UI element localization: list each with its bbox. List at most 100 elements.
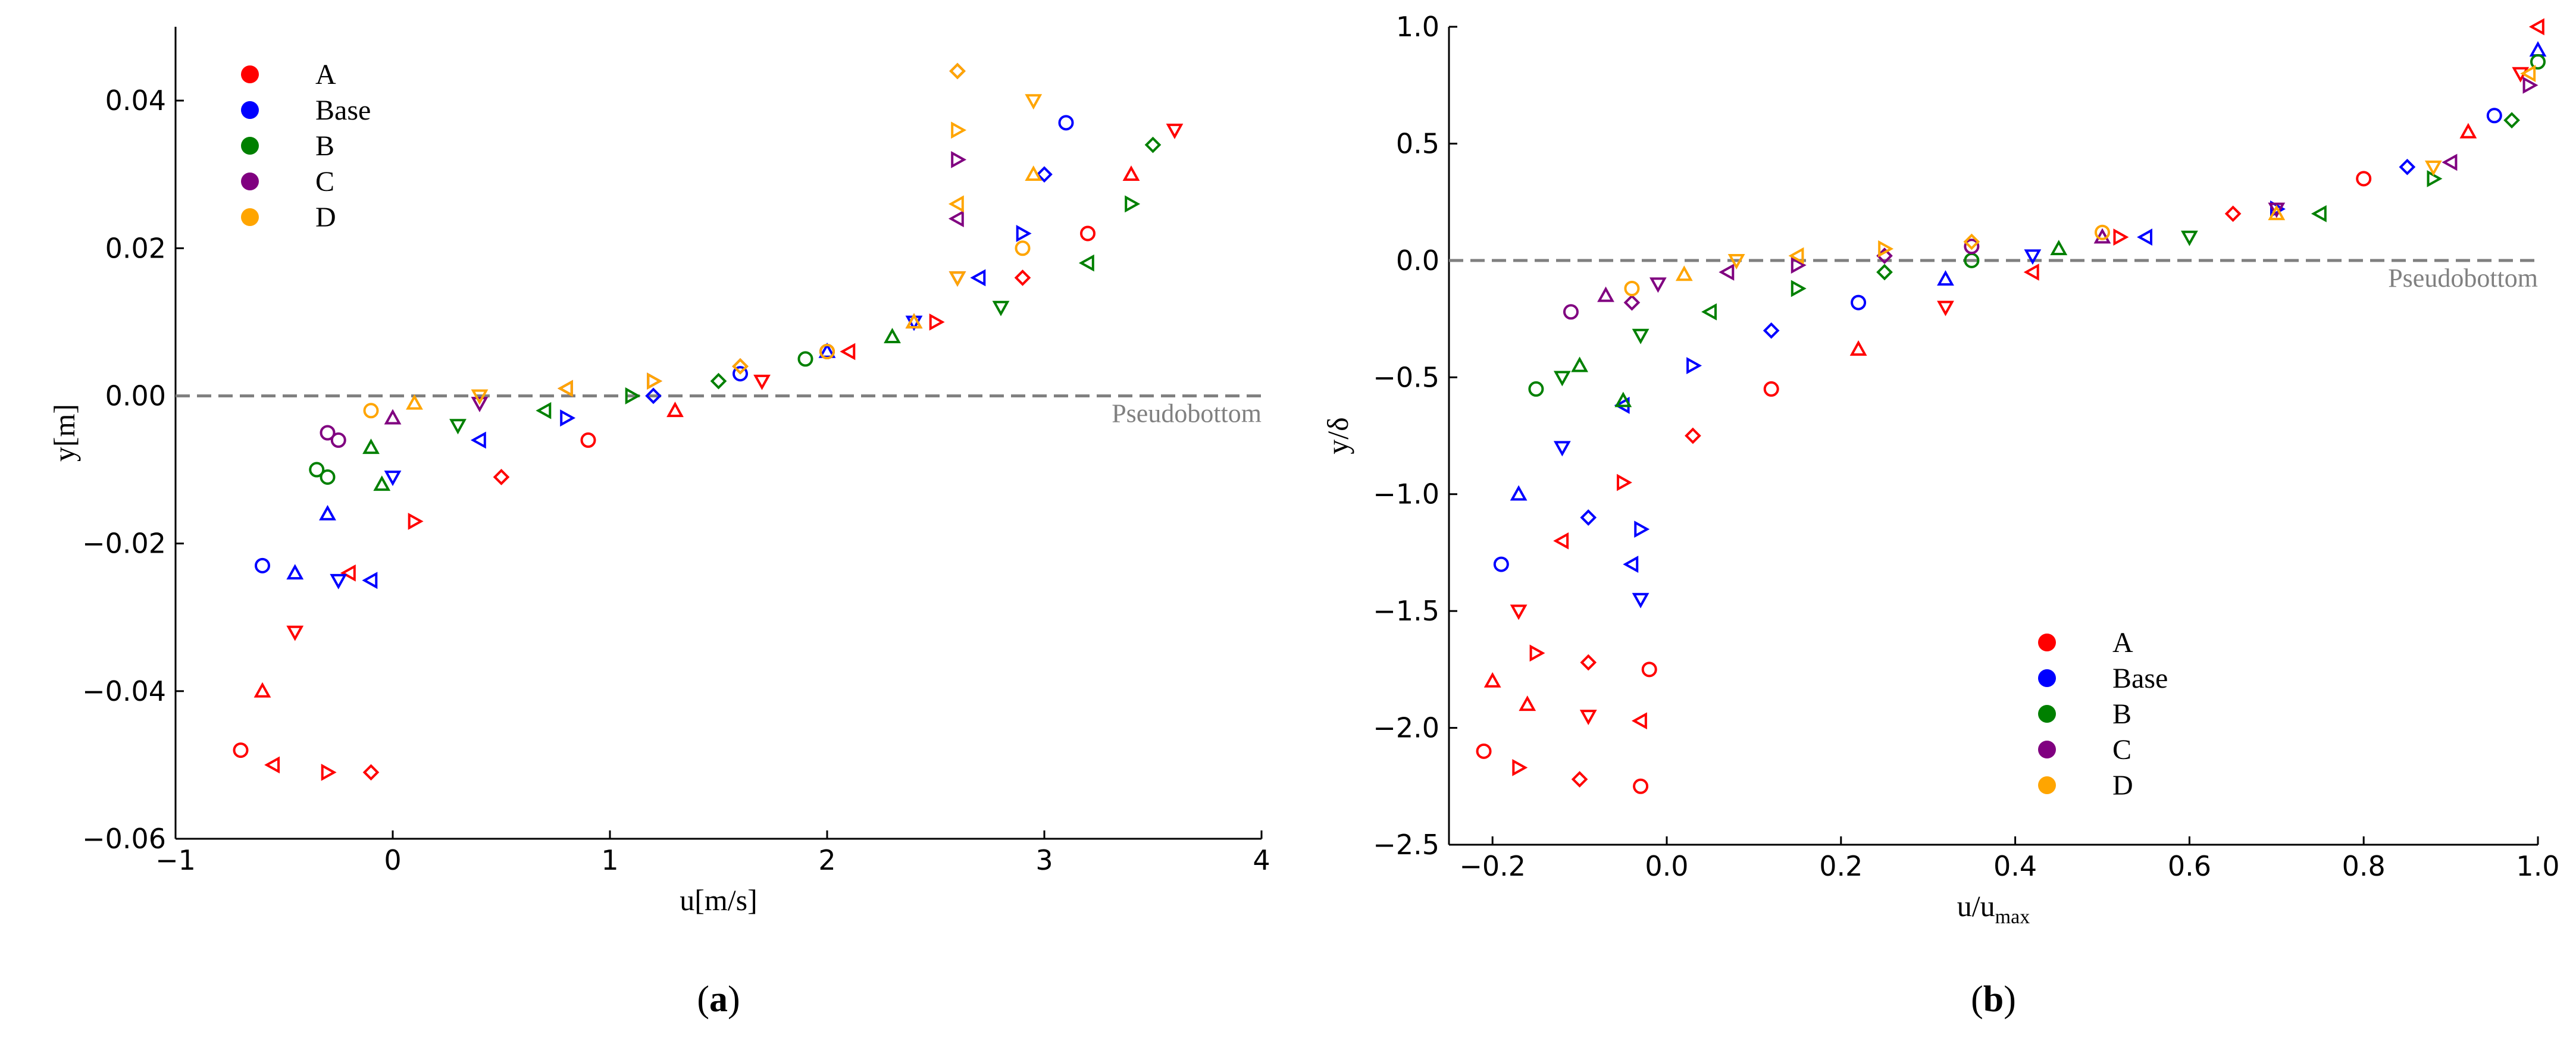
data-point <box>1080 225 1095 242</box>
data-point <box>949 271 966 287</box>
data-point <box>2023 264 2039 281</box>
legend: A Base BCD <box>2038 627 2168 801</box>
data-point <box>2520 65 2536 82</box>
data-point <box>1686 357 1702 375</box>
data-point <box>321 763 337 781</box>
y-tick-label: 1.0 <box>1396 11 1439 43</box>
data-point <box>1964 239 1980 255</box>
x-tick-label: 1 <box>601 844 618 876</box>
data-point <box>471 397 489 412</box>
data-point <box>384 471 402 487</box>
data-point <box>647 372 663 390</box>
y-axis-title: y/δ <box>1321 417 1354 454</box>
y-tick-label: 0.04 <box>105 84 166 117</box>
data-point <box>1571 356 1588 372</box>
data-point <box>1510 485 1528 501</box>
data-point <box>710 372 727 390</box>
data-point <box>2399 158 2416 175</box>
y-tick-label: 0.00 <box>105 380 166 412</box>
legend-marker-d <box>2038 776 2056 794</box>
data-point <box>1579 710 1597 726</box>
series-base <box>255 115 1074 590</box>
data-point <box>362 572 378 590</box>
data-point <box>1763 381 1779 397</box>
data-point <box>1633 778 1649 794</box>
data-point <box>1649 277 1667 293</box>
data-point <box>1529 644 1545 662</box>
data-point <box>1675 265 1693 281</box>
data-point <box>1632 592 1649 609</box>
data-point <box>1483 672 1501 688</box>
series-c <box>1563 76 2539 320</box>
data-point <box>1553 532 1569 550</box>
data-point <box>2424 160 2442 176</box>
series-d <box>363 62 1043 419</box>
data-point <box>2522 76 2539 94</box>
pseudobottom-label: Pseudobottom <box>2388 264 2538 293</box>
y-tick-label: −0.04 <box>82 675 166 707</box>
legend-marker-a <box>2038 634 2056 651</box>
x-tick-label: 0.8 <box>2342 850 2386 882</box>
y-tick-label: −0.02 <box>82 528 166 560</box>
legend-marker-b <box>2038 705 2056 723</box>
legend-marker-c <box>241 173 259 190</box>
data-point <box>1580 654 1597 671</box>
data-point <box>1553 441 1571 457</box>
data-point <box>1014 269 1031 286</box>
legend: A Base BCD <box>241 59 371 233</box>
data-point <box>797 351 813 367</box>
data-point <box>970 269 986 287</box>
data-point <box>949 62 966 80</box>
panel-label: (a) <box>697 979 740 1020</box>
x-tick-label: 2 <box>818 844 835 876</box>
data-point <box>1016 225 1032 242</box>
data-point <box>753 374 771 390</box>
data-point <box>470 431 486 449</box>
data-point <box>2528 18 2544 36</box>
data-point <box>1623 294 1641 311</box>
data-point <box>1166 123 1184 139</box>
data-point <box>2181 230 2198 246</box>
x-tick-label: 4 <box>1253 844 1270 876</box>
data-point <box>2503 112 2520 128</box>
data-point <box>2268 202 2286 218</box>
data-point <box>1634 521 1650 538</box>
data-point <box>1058 115 1074 131</box>
y-tick-label: −0.5 <box>1373 361 1439 393</box>
y-tick-label: −0.06 <box>82 823 166 855</box>
data-point <box>471 389 489 405</box>
y-axis-title: y[m] <box>48 404 81 462</box>
legend-label-d: D <box>2112 770 2133 801</box>
legend-label-c: C <box>2112 734 2131 766</box>
legend-label-a: A <box>315 59 336 90</box>
series-b <box>1528 54 2546 407</box>
data-point <box>362 764 380 781</box>
data-point <box>2486 108 2502 124</box>
data-point <box>406 394 423 410</box>
data-point <box>1788 247 1804 265</box>
data-point <box>580 432 596 448</box>
data-point <box>818 342 836 358</box>
data-point <box>1528 381 1544 397</box>
data-point <box>951 121 967 139</box>
x-tick-label: 0.4 <box>1993 850 2037 882</box>
data-point <box>560 409 576 427</box>
legend-label-d: D <box>315 202 336 233</box>
data-point <box>929 313 945 331</box>
data-point <box>384 409 402 425</box>
data-point <box>1553 371 1571 387</box>
data-point <box>884 328 901 343</box>
data-point <box>905 313 923 329</box>
pseudobottom-label: Pseudobottom <box>1112 399 1262 428</box>
legend-marker-d <box>241 208 259 226</box>
data-point <box>1015 240 1031 256</box>
legend-marker-c <box>2038 741 2056 758</box>
x-tick-label: 3 <box>1035 844 1053 876</box>
legend-marker-base <box>2038 669 2056 687</box>
data-point <box>819 344 835 359</box>
data-point <box>330 432 346 448</box>
data-point <box>1614 391 1632 407</box>
data-point <box>1791 280 1807 297</box>
x-tick-label: 0 <box>384 844 401 876</box>
